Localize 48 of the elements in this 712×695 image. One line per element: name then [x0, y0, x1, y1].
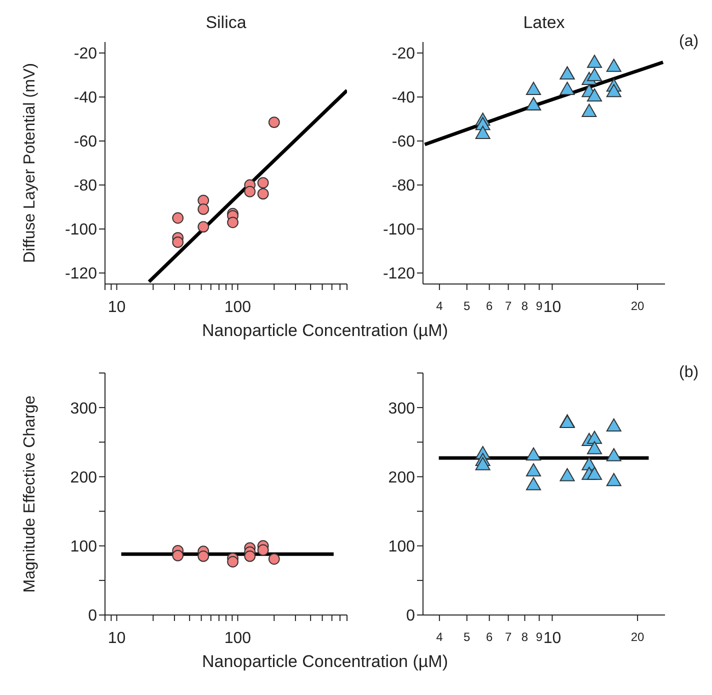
- x-tick-label: 6: [486, 630, 493, 644]
- y-tick-label: -20: [392, 46, 416, 63]
- y-tick-label: 100: [70, 538, 98, 556]
- x-tick-label: 100: [224, 299, 252, 316]
- x-tick-label: 9: [536, 299, 543, 313]
- x-tick-label: 8: [521, 630, 528, 644]
- x-tick-label: 5: [464, 630, 471, 644]
- y-tick-label: 100: [388, 538, 416, 556]
- y-tick-label: -40: [392, 90, 416, 107]
- y-tick-label: 0: [88, 608, 98, 625]
- x-tick-label: 8: [521, 299, 528, 313]
- y-tick-label: -20: [74, 46, 98, 63]
- x-tick-label: 7: [504, 299, 512, 313]
- y-tick-label: -60: [74, 134, 98, 151]
- x-axis-title: Nanoparticle Concentration (µM): [200, 321, 449, 341]
- y-tick-label: 300: [70, 400, 98, 418]
- x-tick-label: 4: [436, 299, 444, 313]
- x-tick-label: 20: [630, 299, 645, 313]
- y-tick-label: 200: [70, 469, 98, 486]
- y-tick-label: -40: [74, 90, 98, 107]
- x-tick-label: 6: [486, 299, 493, 313]
- chart-title: Latex: [522, 13, 566, 33]
- y-tick-label: -80: [74, 178, 98, 195]
- x-tick-label: 10: [108, 630, 126, 647]
- x-tick-label: 10: [108, 299, 126, 316]
- x-tick-label: 10: [543, 299, 562, 316]
- y-tick-label: 300: [388, 400, 416, 418]
- y-axis-title: Diffuse Layer Potential (mV): [22, 63, 39, 263]
- y-tick-label: 200: [388, 469, 416, 486]
- x-tick-label: 100: [224, 630, 252, 647]
- chart-title: Silica: [204, 13, 248, 33]
- x-tick-label: 7: [504, 630, 512, 644]
- y-tick-label: -100: [382, 222, 416, 239]
- y-tick-label: -80: [392, 178, 416, 195]
- text: (a): [679, 33, 699, 51]
- x-tick-label: 9: [536, 630, 543, 644]
- x-tick-label: 20: [630, 630, 645, 644]
- y-tick-label: 0: [406, 608, 416, 625]
- x-tick-label: 5: [464, 299, 471, 313]
- x-tick-label: 4: [436, 630, 444, 644]
- y-tick-label: -120: [382, 266, 416, 283]
- y-tick-label: -120: [64, 266, 98, 283]
- y-tick-label: -60: [392, 134, 416, 151]
- y-axis-title: Magnitude Effective Charge: [22, 395, 39, 593]
- x-tick-label: 10: [543, 630, 562, 647]
- y-tick-label: -100: [64, 222, 98, 239]
- x-axis-title: Nanoparticle Concentration (µM): [200, 652, 449, 672]
- text: (b): [679, 364, 699, 382]
